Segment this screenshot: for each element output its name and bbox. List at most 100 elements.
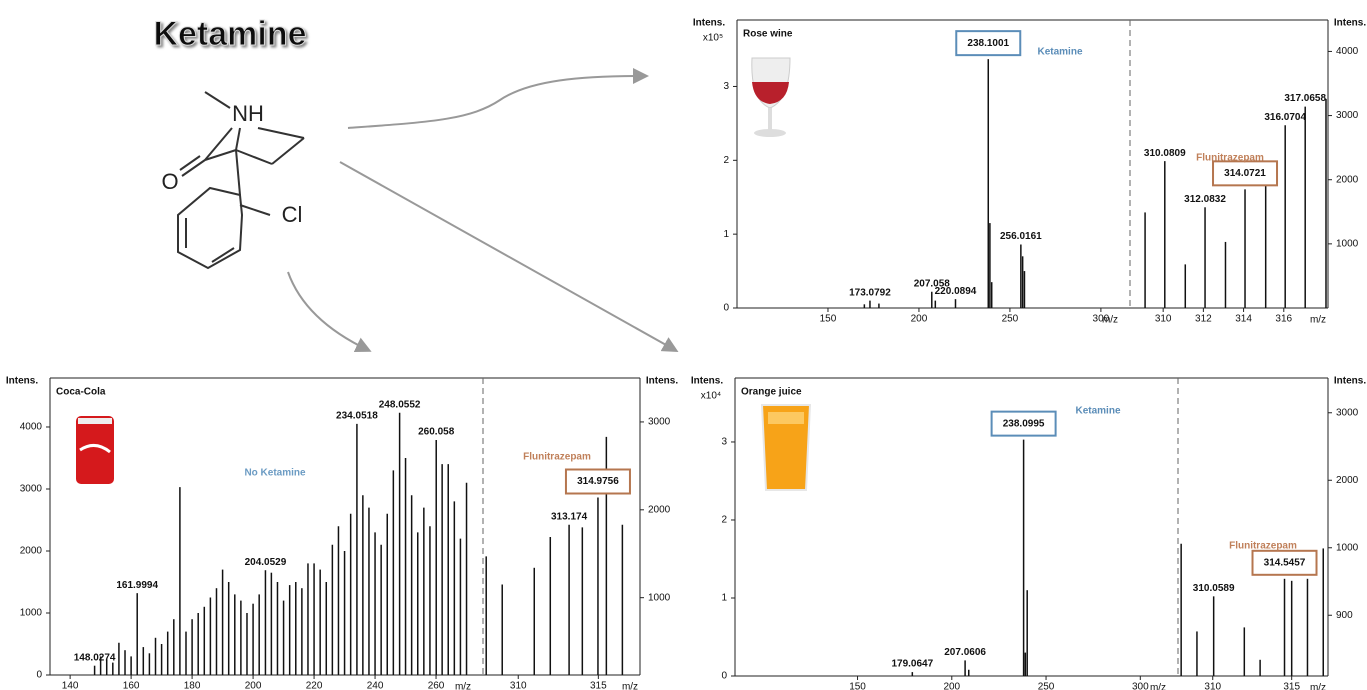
annotation: Flunitrazepam <box>1229 541 1297 552</box>
x-tick-label: 150 <box>849 682 866 690</box>
x-tick-label: 300 <box>1093 314 1110 325</box>
x-tick-label: 300 <box>1132 682 1149 690</box>
y-tick-label: 1000 <box>1336 542 1359 553</box>
y-tick-label: 4000 <box>20 422 43 433</box>
y-axis-label: Intens. <box>693 18 725 29</box>
annotation: Flunitrazepam <box>1196 153 1264 164</box>
atom-label: NH <box>232 101 264 126</box>
x-tick-label: 314 <box>1235 314 1252 325</box>
y-axis-label: Intens. <box>1334 18 1366 29</box>
x-tick-label: 180 <box>184 681 201 690</box>
x-axis-label: m/z <box>455 682 471 690</box>
x-tick-label: 150 <box>820 314 837 325</box>
panel-title: Rose wine <box>743 29 793 40</box>
atom-label: Cl <box>282 202 303 227</box>
y-tick-label: 1000 <box>1336 238 1359 249</box>
y-scale-label: x10⁴ <box>701 391 721 402</box>
juice-glass-icon <box>760 404 812 491</box>
peak-box <box>564 468 631 495</box>
y-tick-label: 2000 <box>20 546 43 557</box>
y-tick-label: 3 <box>721 437 727 448</box>
x-axis-label: m/z <box>622 682 638 690</box>
y-tick-label: 2 <box>723 155 729 166</box>
y-tick-label: 3 <box>723 81 729 92</box>
x-tick-label: 250 <box>1038 682 1055 690</box>
panel-title: Orange juice <box>741 387 802 398</box>
x-tick-label: 316 <box>1275 314 1292 325</box>
boxed-peak-label: 314.9756 <box>577 476 619 487</box>
peak-label: 260.058 <box>418 427 455 438</box>
y-tick-label: 2000 <box>1336 475 1359 486</box>
x-axis-label: m/z <box>1150 683 1166 690</box>
y-tick-label: 900 <box>1336 610 1353 621</box>
peak-label: 256.0161 <box>1000 231 1042 242</box>
y-tick-label: 3000 <box>648 417 671 428</box>
peak-label: 220.0894 <box>935 286 977 297</box>
annotation: Ketamine <box>1037 47 1082 58</box>
peak-label: 313.174 <box>551 511 588 522</box>
y-axis-label: Intens. <box>1334 376 1366 387</box>
arrows <box>287 68 679 353</box>
x-tick-label: 240 <box>367 681 384 690</box>
y-tick-label: 1 <box>723 229 729 240</box>
annotation: No Ketamine <box>244 468 306 479</box>
x-tick-label: 310 <box>510 681 527 690</box>
peak-box <box>955 30 1022 57</box>
x-axis-label: m/z <box>1102 315 1118 326</box>
x-axis-label: m/z <box>1310 683 1326 690</box>
peak-label: 207.0606 <box>944 647 986 658</box>
x-tick-label: 220 <box>306 681 323 690</box>
y-tick-label: 0 <box>36 670 42 681</box>
x-tick-label: 312 <box>1195 314 1212 325</box>
peak-label: 204.0529 <box>245 557 287 568</box>
peak-box <box>1251 549 1318 576</box>
peak-label: 173.0792 <box>849 287 891 298</box>
peak-box <box>1212 160 1279 187</box>
x-tick-label: 260 <box>428 681 445 690</box>
peak-label: 317.0658 <box>1284 93 1326 104</box>
x-tick-label: 310 <box>1204 682 1221 690</box>
y-axis-label: Intens. <box>646 376 678 387</box>
boxed-peak-label: 314.5457 <box>1264 557 1306 568</box>
peak-label: 310.0809 <box>1144 148 1186 159</box>
peak-label: 312.0832 <box>1184 194 1226 205</box>
y-axis-label: Intens. <box>691 376 723 387</box>
x-tick-label: 160 <box>123 681 140 690</box>
x-tick-label: 200 <box>943 682 960 690</box>
y-tick-label: 1 <box>721 593 727 604</box>
panel-title: Coca-Cola <box>56 387 106 398</box>
x-tick-label: 310 <box>1155 314 1172 325</box>
y-tick-label: 1000 <box>648 592 671 603</box>
peak-label: 248.0552 <box>379 399 421 410</box>
y-tick-label: 0 <box>723 303 729 314</box>
peak-label: 234.0518 <box>336 411 378 422</box>
y-tick-label: 2000 <box>648 504 671 515</box>
peak-label: 207.058 <box>914 278 951 289</box>
peak-box <box>990 410 1057 437</box>
y-tick-label: 4000 <box>1336 46 1359 57</box>
x-tick-label: 315 <box>1283 682 1300 690</box>
y-tick-label: 2 <box>721 515 727 526</box>
y-tick-label: 1000 <box>20 608 43 619</box>
y-tick-label: 2000 <box>1336 174 1359 185</box>
annotation: Ketamine <box>1075 406 1120 417</box>
boxed-peak-label: 238.1001 <box>967 38 1009 49</box>
y-axis-label: Intens. <box>6 376 38 387</box>
x-axis-label: m/z <box>1310 315 1326 326</box>
peak-label: 161.9994 <box>116 580 158 591</box>
atom-label: O <box>161 169 178 194</box>
boxed-peak-label: 314.0721 <box>1224 168 1266 179</box>
y-scale-label: x10⁵ <box>703 33 723 44</box>
annotation: Flunitrazepam <box>523 452 591 463</box>
x-tick-label: 315 <box>590 681 607 690</box>
boxed-peak-label: 238.0995 <box>1003 418 1045 429</box>
peak-label: 316.0704 <box>1264 112 1306 123</box>
wine-glass-icon <box>751 57 791 137</box>
figure-title: Ketamine <box>153 15 306 53</box>
y-tick-label: 0 <box>721 671 727 682</box>
peak-label: 148.0274 <box>74 652 116 663</box>
peak-label: 179.0647 <box>891 659 933 670</box>
molecule <box>177 91 305 270</box>
y-tick-label: 3000 <box>1336 110 1359 121</box>
